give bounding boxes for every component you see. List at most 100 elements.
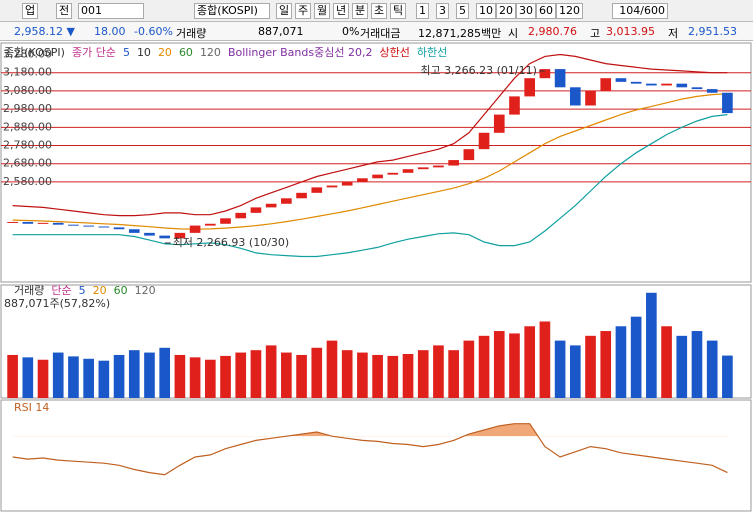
volume-bar [52, 352, 64, 398]
lower-band [12, 114, 728, 258]
volume-bar [326, 340, 338, 398]
period-button[interactable]: 주 [295, 3, 312, 19]
candle [478, 132, 490, 150]
candle [159, 235, 171, 239]
volume-bar [402, 354, 414, 398]
y-tick-label: 2,680.00 [3, 157, 52, 170]
interval-button[interactable]: 20 [496, 3, 516, 19]
volume-bar [706, 340, 718, 398]
legend-entry: 60 [114, 284, 128, 297]
interval-button[interactable]: 5 [456, 3, 469, 19]
candle [357, 178, 368, 182]
chart: 3,280.00 3,180.00 3,080.00 2,980.00 2,880.00… [0, 42, 752, 512]
rsi-line [12, 423, 728, 476]
period-button[interactable]: 년 [333, 3, 350, 19]
interval-button[interactable]: 60 [536, 3, 556, 19]
volume-bar [296, 354, 307, 398]
candle [448, 160, 459, 166]
period-button[interactable]: 분 [352, 3, 369, 19]
rate: -0.60% [134, 25, 173, 38]
volume-note: 887,071주(57,82%) [4, 297, 110, 310]
interval-button[interactable]: 30 [516, 3, 536, 19]
candle [387, 172, 399, 175]
code[interactable]: 001 [78, 3, 144, 19]
period-button[interactable]: 일 [276, 3, 293, 19]
y-tick-label: 3,080.00 [3, 84, 52, 97]
volume-bar [235, 352, 247, 398]
candle [113, 227, 125, 230]
volume-bar [478, 335, 490, 398]
toolbar: 업 전 001 종합(KOSPI) 104/600 일 주 월 년 분 초 틱 1 3 5 10 20… [0, 0, 753, 22]
period-button[interactable]: 월 [314, 3, 331, 19]
y-tick-label: 2,780.00 [3, 139, 52, 152]
candle [569, 87, 581, 106]
legend-entry: 5 [79, 284, 86, 297]
legend-entry: Bollinger Bands중심선 20,2 [228, 46, 373, 59]
candle [509, 96, 520, 115]
interval-button[interactable]: 10 [476, 3, 496, 19]
volume-bar [220, 355, 231, 398]
volume-bar [493, 331, 505, 398]
y-tick-label: 2,980.00 [3, 102, 52, 115]
volume-bar [68, 356, 79, 398]
candle [676, 83, 688, 88]
candle [7, 221, 18, 223]
period-button[interactable]: 초 [371, 3, 388, 19]
candle [372, 174, 383, 179]
count[interactable]: 104/600 [612, 3, 668, 19]
volume-bar [585, 335, 596, 398]
volume-bar [509, 333, 520, 398]
volume-bar [204, 359, 216, 398]
candle [235, 212, 247, 219]
legend-entry: RSI 14 [14, 401, 49, 414]
interval-button[interactable]: 120 [556, 3, 583, 19]
name[interactable]: 종합(KOSPI) [194, 3, 270, 19]
volume-bar [554, 340, 566, 398]
legend-entry: 거래량 [14, 284, 44, 297]
candle [311, 187, 323, 193]
volume-bar [417, 350, 429, 398]
volume-bar [463, 340, 475, 398]
candle [524, 78, 536, 97]
mode[interactable]: 업 [22, 3, 39, 19]
candle [281, 198, 292, 204]
candle [220, 218, 231, 224]
legend-entry: 120 [200, 46, 221, 59]
interval-button[interactable]: 1 [416, 3, 429, 19]
volume-bar [113, 354, 125, 398]
price: 2,958.12 ▼ [14, 25, 75, 38]
candle [433, 165, 444, 168]
candle [52, 222, 64, 225]
candle [417, 167, 429, 170]
volume-bar [37, 359, 49, 398]
volume-bar [646, 292, 657, 398]
volume-bar [189, 357, 201, 398]
volume-bar [676, 335, 688, 398]
volume-bar [174, 354, 186, 398]
period-button[interactable]: 틱 [390, 3, 407, 19]
y-tick-label: 3,280.00 [3, 48, 52, 61]
change: 18.00 [94, 25, 126, 38]
candle [630, 81, 642, 84]
upper-band [12, 53, 728, 217]
legend-entry: 20 [93, 284, 107, 297]
candle [83, 225, 94, 227]
low-label: 저 [668, 27, 679, 40]
y-tick-label: 2,880.00 [3, 120, 52, 133]
high: 3,013.95 [606, 25, 655, 38]
candle [402, 169, 414, 173]
volume-bar [250, 350, 262, 398]
candle [585, 90, 596, 106]
low-note: 최저 2,266.93 (10/30) [173, 236, 290, 249]
range[interactable]: 전 [56, 3, 73, 19]
volume-bar [311, 347, 323, 398]
rsi-area [12, 423, 728, 437]
candle [37, 222, 49, 224]
candle [296, 192, 307, 199]
interval-button[interactable]: 3 [436, 3, 449, 19]
candle [204, 223, 216, 226]
candle [554, 69, 566, 88]
volume-bar [144, 352, 155, 398]
volume-bar [448, 350, 459, 398]
